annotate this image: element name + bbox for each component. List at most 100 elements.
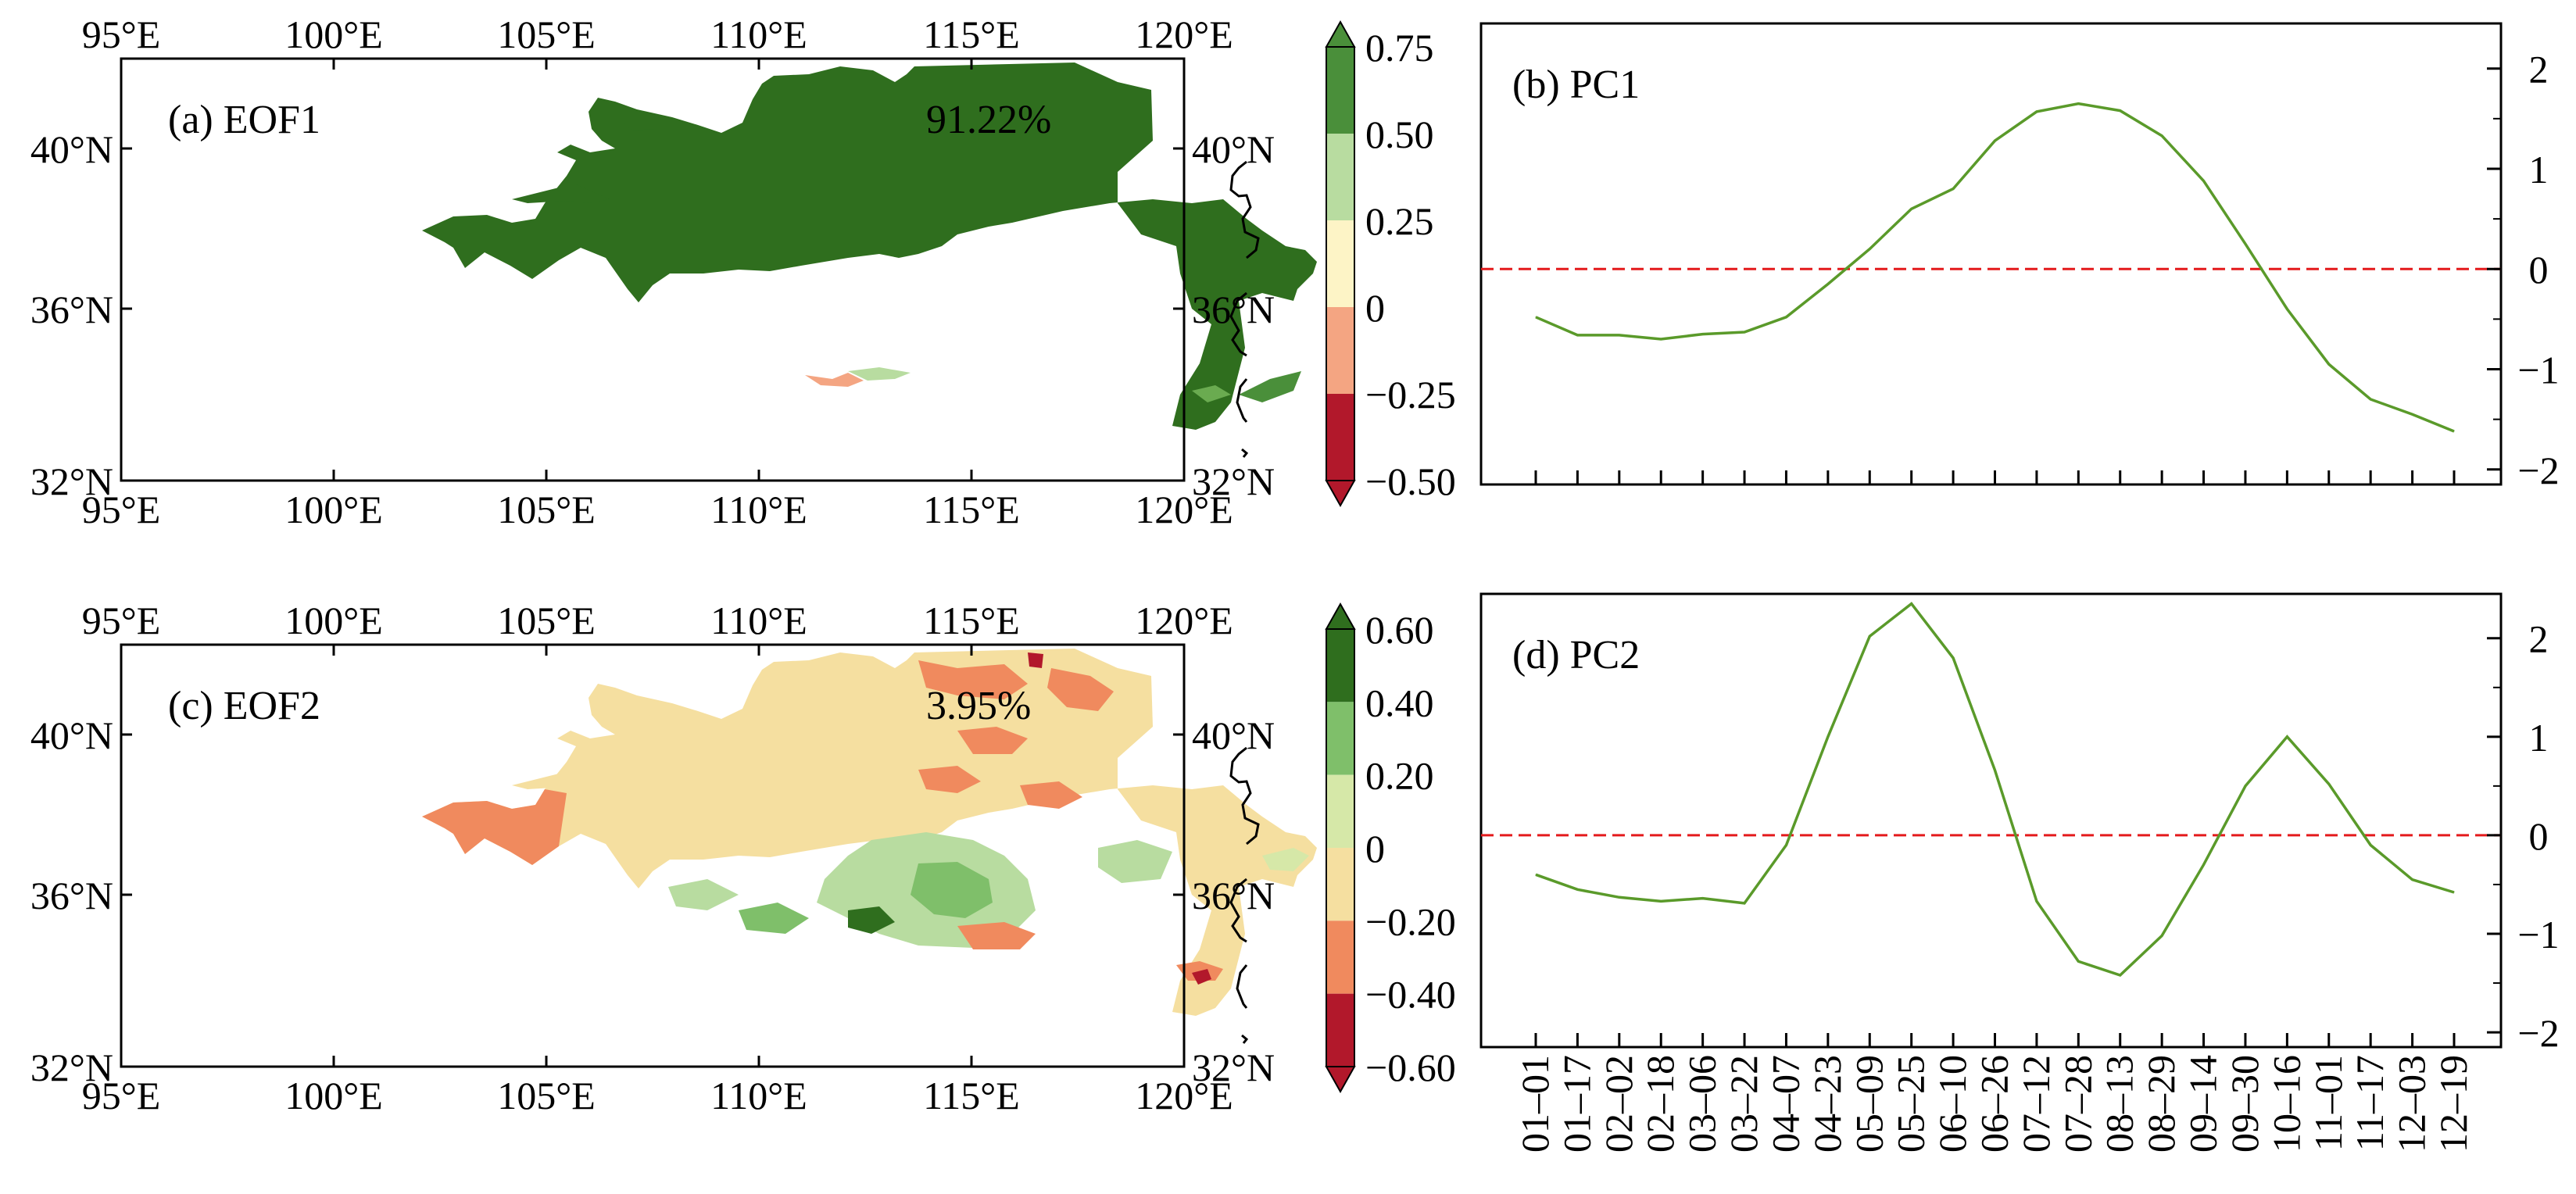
variance-percent: 3.95% bbox=[926, 684, 1031, 728]
colorbar-label: 0.50 bbox=[1365, 113, 1434, 156]
lat-tick-right: 32°N bbox=[1192, 459, 1275, 503]
colorbar-swatch bbox=[1326, 993, 1354, 1067]
data-point bbox=[1785, 316, 1787, 318]
panel-label: (d) PC2 bbox=[1512, 633, 1640, 677]
date-label: 02–18 bbox=[1638, 1055, 1682, 1153]
data-point bbox=[1869, 248, 1870, 250]
colorbar-label: −0.25 bbox=[1365, 373, 1456, 416]
panel-a-axes: 95°E 95°E 100°E 100°E 105°E 105°E 110°E 110°E 11… bbox=[30, 13, 1275, 531]
colorbar-extend-bottom bbox=[1325, 480, 1356, 508]
lat-tick-right: 36°N bbox=[1192, 874, 1275, 917]
lon-tick-top: 115°E bbox=[923, 599, 1020, 642]
lon-tick-bottom: 120°E bbox=[1135, 488, 1233, 531]
data-point bbox=[2077, 960, 2079, 962]
date-label: 06–26 bbox=[1973, 1055, 2016, 1153]
data-point bbox=[2036, 900, 2038, 902]
lon-tick-bottom: 105°E bbox=[497, 1074, 596, 1117]
lat-tick-left: 40°N bbox=[30, 713, 113, 757]
date-label: 03–22 bbox=[1722, 1055, 1766, 1153]
data-point bbox=[2328, 783, 2330, 785]
data-point bbox=[1660, 338, 1662, 340]
colorbar-swatch bbox=[1326, 394, 1354, 481]
date-label: 04–07 bbox=[1763, 1055, 1807, 1153]
data-point bbox=[1911, 603, 1912, 605]
colorbar-extend-top bbox=[1325, 20, 1356, 48]
lon-tick-bottom: 115°E bbox=[923, 1074, 1020, 1117]
data-point bbox=[1869, 635, 1870, 637]
lat-tick-left: 32°N bbox=[30, 1046, 113, 1089]
y-tick-label: 0 bbox=[2529, 814, 2549, 858]
lon-tick-top: 120°E bbox=[1135, 599, 1233, 642]
variance-percent: 91.22% bbox=[926, 98, 1051, 142]
colorbar-swatch bbox=[1326, 702, 1354, 775]
colorbar-swatch bbox=[1326, 134, 1354, 220]
colorbar-label: −0.40 bbox=[1365, 973, 1456, 1017]
date-label: 06–10 bbox=[1930, 1055, 1974, 1153]
data-point bbox=[2453, 892, 2455, 893]
plot-frame bbox=[1479, 592, 2503, 1049]
data-point bbox=[1952, 657, 1954, 659]
lat-tick-right: 36°N bbox=[1192, 288, 1275, 331]
lon-tick-top: 95°E bbox=[82, 13, 161, 56]
data-point bbox=[1576, 888, 1578, 890]
colorbar-label: 0.60 bbox=[1365, 608, 1434, 652]
lat-tick-left: 40°N bbox=[30, 127, 113, 171]
lat-tick-right: 32°N bbox=[1192, 1046, 1275, 1089]
date-label: 04–23 bbox=[1805, 1055, 1849, 1153]
colorbar-label: −0.60 bbox=[1365, 1046, 1456, 1089]
lon-tick-bottom: 100°E bbox=[284, 1074, 383, 1117]
data-point bbox=[2412, 413, 2413, 415]
lat-tick-left: 32°N bbox=[30, 459, 113, 503]
date-label: 12–19 bbox=[2431, 1055, 2475, 1153]
data-point bbox=[2161, 135, 2163, 137]
data-point bbox=[1744, 331, 1745, 333]
colorbar-label: 0 bbox=[1365, 827, 1385, 870]
panel-label: (a) EOF1 bbox=[168, 98, 320, 142]
date-label: 12–03 bbox=[2390, 1055, 2434, 1153]
panel-c-map bbox=[120, 643, 1317, 1068]
date-label: 01–17 bbox=[1555, 1055, 1598, 1153]
date-label: 09–14 bbox=[2181, 1055, 2225, 1153]
lon-tick-bottom: 95°E bbox=[82, 1074, 161, 1117]
colorbar-label: −0.20 bbox=[1365, 899, 1456, 943]
date-label: 08–29 bbox=[2139, 1055, 2183, 1153]
lon-tick-bottom: 105°E bbox=[497, 488, 596, 531]
series-line bbox=[1535, 602, 2455, 977]
data-point bbox=[2203, 864, 2205, 866]
data-point bbox=[2328, 363, 2330, 365]
date-label: 07–12 bbox=[2014, 1055, 2058, 1153]
lon-tick-top: 105°E bbox=[497, 599, 596, 642]
colorbar-c: 0.60 0.40 0.20 0 −0.20 −0.40 −0.60 bbox=[1325, 602, 1456, 1094]
date-label: 09–30 bbox=[2223, 1055, 2267, 1153]
lon-tick-bottom: 100°E bbox=[284, 488, 383, 531]
panel-label: (b) PC1 bbox=[1512, 63, 1640, 107]
colorbar-swatch bbox=[1326, 774, 1354, 848]
colorbar-label: 0.20 bbox=[1365, 754, 1434, 798]
y-tick-label: 1 bbox=[2529, 148, 2549, 191]
data-point bbox=[1952, 188, 1954, 190]
colorbar-swatch bbox=[1326, 848, 1354, 921]
plot-frame bbox=[1479, 22, 2503, 486]
lat-tick-right: 40°N bbox=[1192, 127, 1275, 171]
date-label: 11–01 bbox=[2306, 1055, 2350, 1151]
data-point bbox=[2453, 431, 2455, 432]
lon-tick-top: 100°E bbox=[284, 13, 383, 56]
y-tick-label: 2 bbox=[2529, 617, 2549, 661]
data-point bbox=[2161, 935, 2163, 937]
date-label: 05–09 bbox=[1847, 1055, 1891, 1153]
lat-tick-left: 36°N bbox=[30, 874, 113, 917]
y-tick-label: 1 bbox=[2529, 716, 2549, 760]
colorbar-swatch bbox=[1326, 921, 1354, 994]
lon-tick-top: 110°E bbox=[710, 599, 807, 642]
colorbar-extend-bottom bbox=[1325, 1066, 1356, 1094]
colorbar-label: 0.75 bbox=[1365, 26, 1434, 70]
lon-tick-bottom: 115°E bbox=[923, 488, 1020, 531]
data-point bbox=[2412, 879, 2413, 881]
lon-tick-bottom: 110°E bbox=[710, 1074, 807, 1117]
lon-tick-top: 110°E bbox=[710, 13, 807, 56]
y-tick-label: −2 bbox=[2517, 449, 2559, 492]
lon-tick-top: 100°E bbox=[284, 599, 383, 642]
colorbar-swatch bbox=[1326, 629, 1354, 702]
colorbar-a: 0.75 0.50 0.25 0 −0.25 −0.50 bbox=[1325, 20, 1456, 508]
